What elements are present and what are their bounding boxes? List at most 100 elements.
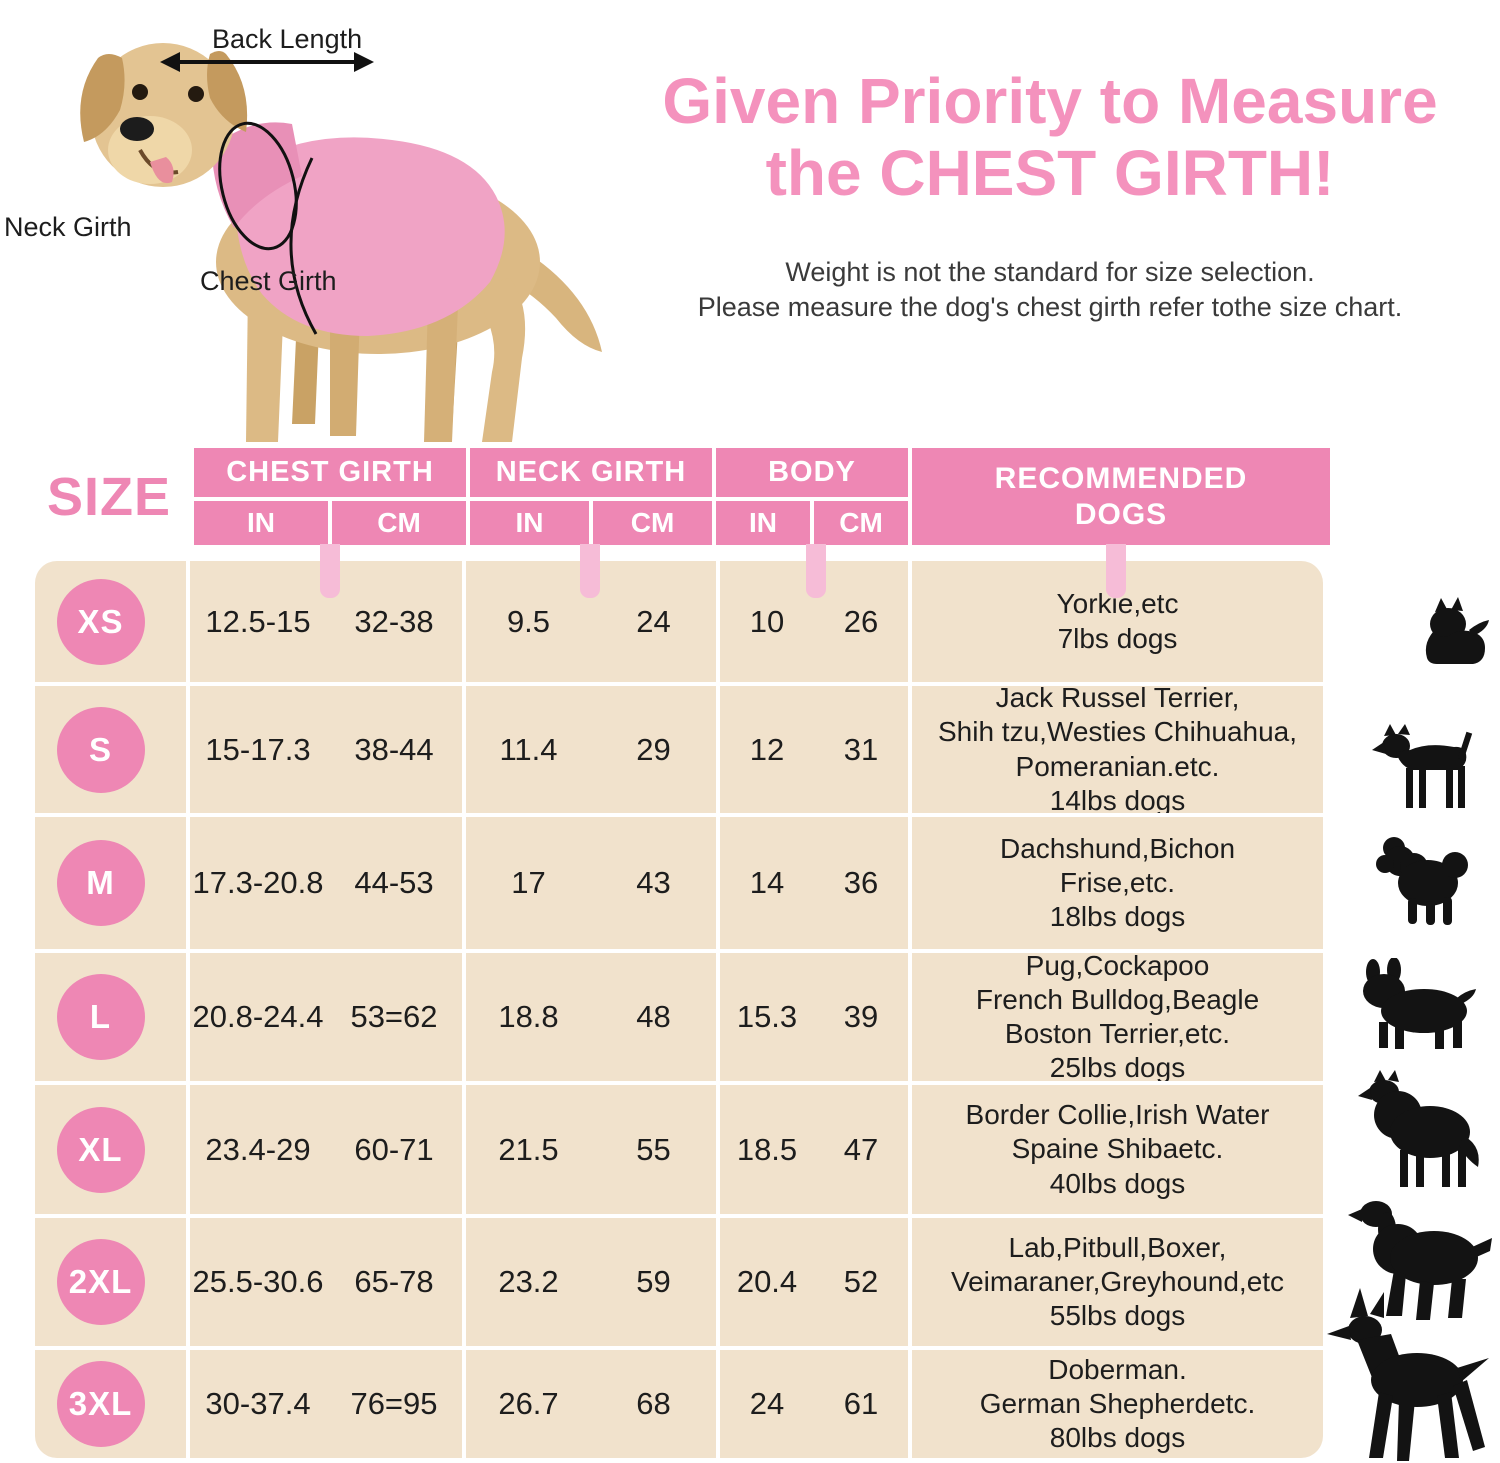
dog-eye-left — [132, 84, 148, 100]
pink-tab-recommended — [1106, 544, 1126, 598]
xl-body-in: 18.5 — [736, 1131, 798, 1167]
s-chest-in: 15-17.3 — [205, 731, 311, 767]
xl-neck-cm: 55 — [636, 1131, 671, 1167]
xl-neck-in: 21.5 — [498, 1131, 559, 1167]
headline-block: Given Priority to Measure the CHEST GIRT… — [608, 65, 1492, 326]
dog-hind-leg — [424, 302, 458, 442]
neck-girth-header: NECK GIRTH — [470, 448, 712, 497]
size-badge-xs: XS — [56, 578, 145, 665]
m-body-cm: 36 — [843, 865, 879, 900]
jack-russell-silhouette-icon — [1372, 724, 1473, 808]
chest-girth-in-header: IN — [194, 501, 328, 545]
3xl-body-in: 24 — [749, 1386, 785, 1421]
2xl-body-cm: 52 — [843, 1264, 879, 1299]
3xl-recommended-dogs: Doberman. German Shepherdetc. 80lbs dogs — [979, 1353, 1256, 1454]
subtitle-block: Weight is not the standard for size sele… — [608, 255, 1492, 325]
dog-tongue — [150, 157, 174, 184]
s-body-in: 12 — [749, 731, 785, 767]
3xl-body-cm: 61 — [843, 1386, 879, 1421]
l-body-in: 15.3 — [736, 999, 798, 1034]
l-neck-in: 18.8 — [498, 999, 559, 1034]
2xl-chest-cm: 65-78 — [354, 1264, 434, 1299]
dog-front-leg-2 — [330, 306, 360, 436]
xs-chest-cm: 32-38 — [354, 603, 434, 639]
recommended-dogs-header: RECOMMENDED DOGS — [912, 448, 1330, 545]
2xl-body-in: 20.4 — [736, 1264, 798, 1299]
table-row-xs: XS 12.5-15 32-38 9.5 24 10 26 Yorkie,etc 7l… — [35, 561, 1323, 682]
body-header-group: BODY IN CM — [716, 448, 908, 545]
xl-chest-in: 23.4-29 — [205, 1131, 311, 1167]
3xl-chest-cm: 76=95 — [350, 1386, 438, 1421]
neck-girth-label: Neck Girth — [4, 212, 132, 242]
table-row-s: S 15-17.3 38-44 11.4 29 12 31 Jack Russel T… — [35, 682, 1323, 816]
subtitle-line-2: Please measure the dog's chest girth ref… — [697, 292, 1403, 323]
3xl-chest-in: 30-37.4 — [205, 1386, 311, 1421]
chest-girth-label: Chest Girth — [200, 266, 337, 296]
neck-girth-line — [218, 121, 298, 251]
back-length-label: Back Length — [212, 24, 363, 54]
3xl-neck-cm: 68 — [636, 1386, 671, 1421]
dog-near-hind-leg — [468, 278, 526, 442]
size-badge-xl: XL — [56, 1106, 145, 1193]
xl-body-cm: 47 — [843, 1131, 879, 1167]
l-body-cm: 39 — [843, 999, 879, 1034]
spaniel-silhouette-icon — [1348, 1201, 1492, 1320]
m-chest-cm: 44-53 — [354, 865, 434, 900]
l-neck-cm: 48 — [636, 999, 671, 1034]
m-chest-in: 17.3-20.8 — [192, 865, 324, 900]
size-badge-3xl: 3XL — [56, 1361, 145, 1447]
dog-nose — [120, 117, 154, 141]
m-body-in: 14 — [749, 865, 785, 900]
body-cm-header: CM — [814, 501, 908, 545]
2xl-chest-in: 25.5-30.6 — [192, 1264, 324, 1299]
size-badge-m: M — [56, 840, 145, 926]
pink-tab-neck — [580, 544, 600, 598]
chest-girth-line — [289, 157, 318, 335]
bichon-frise-silhouette-icon — [1376, 837, 1468, 925]
pink-tab-chest — [320, 544, 340, 598]
size-table-body: XS 12.5-15 32-38 9.5 24 10 26 Yorkie,etc 7l… — [35, 561, 1323, 1458]
french-bulldog-silhouette-icon — [1363, 958, 1476, 1049]
s-recommended-dogs: Jack Russel Terrier, Shih tzu,Westies Ch… — [937, 682, 1298, 816]
table-row-xl: XL 23.4-29 60-71 21.5 55 18.5 47 Border Col… — [35, 1081, 1323, 1214]
dog-ear-right — [207, 51, 248, 132]
chest-girth-header: CHEST GIRTH — [194, 448, 466, 497]
m-neck-in: 17 — [511, 865, 546, 900]
table-row-3xl: 3XL 30-37.4 76=95 26.7 68 24 61 Doberman. G… — [35, 1346, 1323, 1458]
chest-girth-cm-header: CM — [332, 501, 466, 545]
dog-photo: Back Length Neck Girth Chest Girth — [0, 0, 620, 450]
xs-body-cm: 26 — [843, 603, 879, 639]
title-line-1: Given Priority to Measure — [662, 65, 1438, 137]
pink-tab-body — [806, 544, 826, 598]
xs-neck-cm: 24 — [636, 603, 671, 639]
table-row-l: L 20.8-24.4 53=62 18.8 48 15.3 39 Pug,Cocka… — [35, 949, 1323, 1083]
table-row-m: M 17.3-20.8 44-53 17 43 14 36 Dachshund,Bic… — [35, 813, 1323, 949]
l-chest-cm: 53=62 — [350, 999, 438, 1034]
size-badge-2xl: 2XL — [56, 1239, 145, 1325]
dog-eye-right — [188, 86, 204, 102]
doberman-silhouette-icon — [1327, 1288, 1489, 1461]
3xl-neck-in: 26.7 — [498, 1386, 559, 1421]
l-chest-in: 20.8-24.4 — [192, 999, 324, 1034]
body-header: BODY — [716, 448, 908, 497]
back-length-arrow — [160, 52, 374, 72]
size-badge-l: L — [56, 974, 145, 1060]
neck-girth-cm-header: CM — [593, 501, 712, 545]
table-row-2xl: 2XL 25.5-30.6 65-78 23.2 59 20.4 52 Lab,Pit… — [35, 1214, 1323, 1346]
s-chest-cm: 38-44 — [354, 731, 434, 767]
pink-vest — [235, 137, 505, 336]
xl-chest-cm: 60-71 — [354, 1131, 434, 1167]
xs-chest-in: 12.5-15 — [205, 603, 311, 639]
title-line-2: the CHEST GIRTH! — [765, 136, 1335, 209]
size-badge-s: S — [56, 706, 145, 793]
m-neck-cm: 43 — [636, 865, 671, 900]
m-recommended-dogs: Dachshund,Bichon Frise,etc. 18lbs dogs — [999, 832, 1236, 933]
xl-recommended-dogs: Border Collie,Irish Water Spaine Shibaet… — [965, 1099, 1270, 1199]
border-collie-silhouette-icon — [1358, 1070, 1479, 1187]
yorkie-silhouette-icon — [1425, 597, 1489, 664]
xs-body-in: 10 — [749, 603, 785, 639]
2xl-recommended-dogs: Lab,Pitbull,Boxer, Veimaraner,Greyhound,… — [950, 1231, 1285, 1332]
vest-collar — [212, 122, 302, 228]
xs-recommended-dogs: Yorkie,etc 7lbs dogs — [1056, 588, 1179, 654]
